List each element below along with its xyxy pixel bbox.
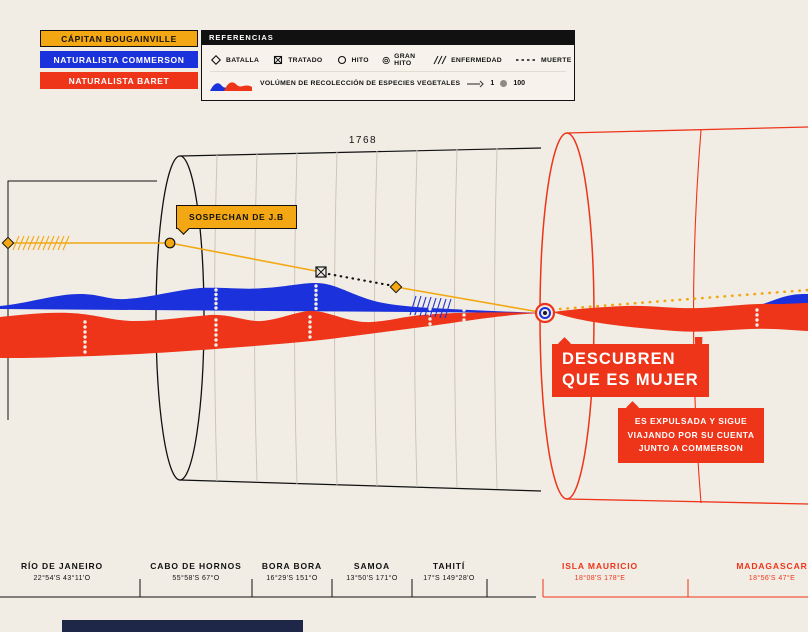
volume-legend-label: VOLÚMEN DE RECOLECCIÓN DE ESPECIES VEGET… bbox=[260, 80, 461, 87]
location-axis bbox=[0, 579, 808, 598]
callout-descubren-line1: DESCUBREN bbox=[562, 350, 676, 368]
legend-item-label: HITO bbox=[351, 56, 369, 64]
muerte-dotted-segment bbox=[321, 271, 396, 288]
legend-item-label: ENFERMEDAD bbox=[451, 56, 503, 64]
location-coords: 55°58'S 67°O bbox=[172, 575, 220, 582]
year-label: 1768 bbox=[349, 135, 377, 146]
referencias-panel: REFERENCIAS BATALLA TRATADO bbox=[201, 30, 575, 101]
location-coords: 16°29'S 151°O bbox=[266, 575, 318, 582]
axis-location-cabo-de-hornos: CABO DE HORNOS 55°58'S 67°O bbox=[131, 561, 261, 582]
marker-legend-row: BATALLA TRATADO HITO bbox=[210, 49, 571, 71]
enfermedad-hatch-yellow bbox=[12, 235, 70, 251]
hito-marker bbox=[164, 237, 176, 249]
location-name: MADAGASCAR bbox=[736, 561, 808, 571]
axis-location-bora-bora: BORA BORA 16°29'S 151°O bbox=[227, 561, 357, 582]
legend-baret: NATURALISTA BARET bbox=[40, 72, 198, 89]
location-name: BORA BORA bbox=[261, 561, 323, 571]
callout-sospechan: SOSPECHAN DE J.B bbox=[176, 205, 297, 229]
axis-location-tahiti: TAHITÍ 17°S 149°28'O bbox=[384, 561, 514, 582]
legend-item-label: MUERTE bbox=[541, 56, 572, 64]
referencias-title: REFERENCIAS bbox=[201, 30, 575, 45]
volume-mountains-icon bbox=[210, 81, 252, 91]
dashed-line-icon bbox=[516, 59, 537, 61]
arrow-right-icon bbox=[467, 80, 485, 87]
axis-location-isla-mauricio: ISLA MAURICIO 18°08'S 178°E bbox=[535, 561, 665, 582]
scale-min-value: 1 bbox=[490, 80, 495, 87]
legend-item-enfermedad: ENFERMEDAD bbox=[433, 54, 502, 66]
referencias-body: BATALLA TRATADO HITO bbox=[201, 45, 575, 101]
location-coords: 18°56'S 47°E bbox=[748, 575, 796, 582]
batalla-marker-1 bbox=[1, 236, 15, 250]
location-coords: 13°50'S 171°O bbox=[346, 575, 398, 582]
legend-commerson: NATURALISTA COMMERSON bbox=[40, 51, 198, 68]
exclamation-mark: ! bbox=[690, 327, 708, 385]
tratado-marker bbox=[315, 266, 327, 278]
baret-volume-area bbox=[0, 303, 808, 358]
diamond-icon bbox=[210, 54, 222, 66]
location-name: TAHITÍ bbox=[432, 561, 466, 571]
legend-item-hito: HITO bbox=[336, 54, 369, 66]
location-coords: 18°08'S 178°E bbox=[574, 575, 626, 582]
scale-dot-icon bbox=[500, 80, 508, 87]
crossed-square-icon bbox=[274, 55, 283, 65]
location-name: SAMOA bbox=[353, 561, 391, 571]
legend-item-label: TRATADO bbox=[288, 56, 323, 64]
legend-item-label: BATALLA bbox=[226, 56, 260, 64]
gran-hito-marker bbox=[534, 302, 556, 324]
scale-max-value: 100 bbox=[513, 80, 525, 87]
legend-item-batalla: BATALLA bbox=[210, 54, 259, 66]
enfermedad-hatch-blue bbox=[409, 295, 452, 319]
legend-item-label: GRAN HITO bbox=[394, 53, 416, 67]
axis-location-madagascar: MADAGASCAR 18°56'S 47°E bbox=[707, 561, 808, 582]
callout-expulsada: ES EXPULSADA Y SIGUE VIAJANDO POR SU CUE… bbox=[618, 408, 764, 463]
callout-descubren: DESCUBREN QUE ES MUJER bbox=[552, 344, 709, 398]
location-coords: 17°S 149°28'O bbox=[423, 575, 475, 582]
batalla-marker-2 bbox=[389, 280, 403, 294]
baret-right-area bbox=[553, 303, 808, 332]
axis-location-rio-de-janeiro: RÍO DE JANEIRO 22°54'S 43°11'O bbox=[0, 561, 127, 582]
legend-bougainville: CÁPITAN BOUGAINVILLE bbox=[40, 30, 198, 47]
series-legend: CÁPITAN BOUGAINVILLE NATURALISTA COMMERS… bbox=[40, 30, 198, 93]
circle-icon bbox=[337, 55, 346, 65]
legend-item-muerte: MUERTE bbox=[515, 56, 572, 64]
hatch-icon bbox=[433, 55, 447, 65]
volume-legend-row: VOLÚMEN DE RECOLECCIÓN DE ESPECIES VEGET… bbox=[210, 71, 566, 95]
callout-descubren-line2: QUE ES MUJER bbox=[562, 371, 699, 390]
volume-dot-columns bbox=[83, 284, 759, 354]
legend-item-tratado: TRATADO bbox=[272, 54, 322, 66]
location-coords: 22°54'S 43°11'O bbox=[33, 575, 91, 582]
axis-location-samoa: SAMOA 13°50'S 171°O bbox=[307, 561, 437, 582]
location-name: RÍO DE JANEIRO bbox=[20, 561, 104, 571]
double-circle-icon bbox=[382, 56, 390, 64]
legend-item-gran-hito: GRAN HITO bbox=[382, 53, 420, 67]
location-name: ISLA MAURICIO bbox=[561, 561, 639, 571]
location-name: CABO DE HORNOS bbox=[150, 561, 242, 571]
footer-bar bbox=[62, 620, 303, 632]
